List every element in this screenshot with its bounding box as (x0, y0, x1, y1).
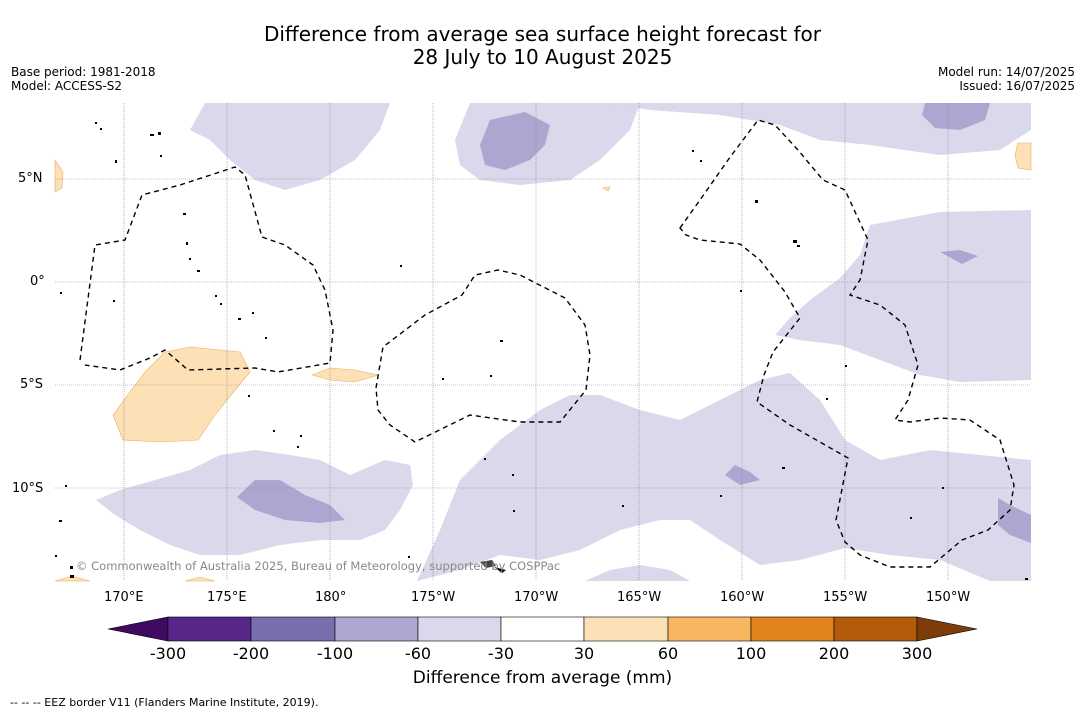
meta-right: Model run: 14/07/2025 Issued: 16/07/2025 (938, 65, 1075, 93)
lat-label-0: 0° (30, 274, 45, 289)
colorbar-label: Difference from average (mm) (412, 668, 673, 688)
colorbar-tick: -200 (232, 644, 270, 663)
colorbar-tick: 30 (573, 644, 595, 663)
eez-borders (79, 119, 1015, 568)
lon-label-160w: 160°W (720, 590, 765, 605)
anomaly-medium-purple-areas (237, 103, 1031, 543)
chart-title-line2: 28 July to 10 August 2025 (412, 45, 673, 69)
issued-date: Issued: 16/07/2025 (959, 79, 1075, 93)
colorbar-tick: 200 (818, 644, 850, 663)
colorbar-tick: -30 (487, 644, 515, 663)
lon-label-175e: 175°E (207, 590, 247, 605)
eez-legend: -- -- -- EEZ border V11 (Flanders Marine… (10, 696, 319, 709)
colorbar-tick: -300 (149, 644, 187, 663)
model-name: Model: ACCESS-S2 (11, 79, 123, 93)
anomaly-light-purple-areas (96, 103, 1031, 581)
lat-label-5s: 5°S (20, 377, 44, 392)
lon-label-170w: 170°W (514, 590, 559, 605)
lon-label-180: 180° (315, 590, 347, 605)
lat-label-10s: 10°S (12, 481, 44, 496)
lat-label-5n: 5°N (18, 171, 43, 186)
colorbar-tick: -60 (404, 644, 432, 663)
lon-label-150w: 150°W (926, 590, 971, 605)
colorbar-tick: 100 (735, 644, 767, 663)
meta-left: Base period: 1981-2018 Model: ACCESS-S2 (11, 65, 156, 93)
colorbar-tick: 300 (901, 644, 933, 663)
lon-label-155w: 155°W (823, 590, 868, 605)
colorbar-tick: -100 (316, 644, 354, 663)
copyright-notice: © Commonwealth of Australia 2025, Bureau… (76, 559, 561, 573)
anomaly-light-orange-areas (54, 142, 1032, 582)
graticule (55, 103, 1031, 581)
islands (55, 122, 1028, 580)
lon-label-170e: 170°E (104, 590, 144, 605)
base-period: Base period: 1981-2018 (11, 65, 156, 79)
colorbar (107, 616, 978, 642)
colorbar-tick: 60 (657, 644, 679, 663)
lon-label-165w: 165°W (617, 590, 662, 605)
model-run: Model run: 14/07/2025 (937, 65, 1075, 79)
chart-title-line1: Difference from average sea surface heig… (263, 22, 822, 46)
lon-label-175w: 175°W (411, 590, 456, 605)
